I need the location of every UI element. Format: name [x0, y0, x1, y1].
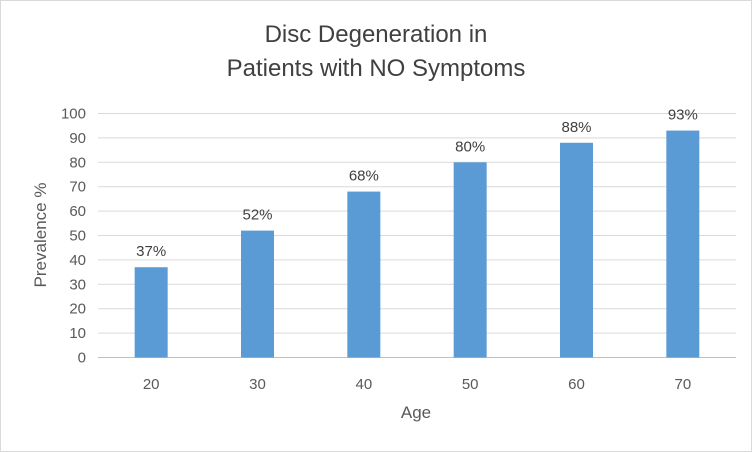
y-axis-tick-labels: 0 10 20 30 40 50 60 70 80 90 100: [61, 106, 86, 367]
data-label: 88%: [561, 119, 591, 136]
y-tick-label: 40: [69, 252, 86, 269]
data-label: 93%: [668, 107, 698, 124]
bar: [134, 267, 168, 358]
y-tick-label: 60: [69, 203, 86, 220]
x-axis-title: Age: [401, 403, 431, 422]
x-tick-label: 50: [462, 376, 479, 393]
x-tick-label: 40: [355, 376, 372, 393]
x-tick-label: 70: [674, 376, 691, 393]
chart-title-line-2: Patients with NO Symptoms: [226, 55, 526, 82]
data-label: 37%: [136, 243, 166, 260]
data-label: 80%: [455, 138, 485, 155]
x-tick-label: 30: [249, 376, 266, 393]
data-label: 68%: [349, 168, 379, 185]
y-tick-label: 70: [69, 179, 86, 196]
bar: [560, 142, 593, 358]
y-tick-label: 30: [69, 276, 86, 293]
y-tick-label: 20: [69, 301, 86, 318]
y-tick-label: 10: [69, 325, 86, 342]
data-labels: 37% 52% 68% 80% 88% 93%: [136, 107, 698, 261]
bar-series: [134, 130, 700, 358]
y-tick-label: 50: [69, 228, 86, 245]
y-tick-label: 100: [61, 106, 86, 123]
bar: [666, 130, 700, 358]
data-label: 52%: [242, 207, 272, 224]
chart-title: Disc Degeneration in Patients with NO Sy…: [0, 18, 752, 86]
x-tick-label: 20: [143, 376, 160, 393]
bar: [453, 162, 487, 358]
y-axis-title: Prevalence %: [31, 183, 50, 288]
bar: [347, 191, 381, 358]
chart-title-line-1: Disc Degeneration in: [264, 21, 488, 48]
y-tick-label: 80: [69, 154, 86, 171]
x-axis-tick-labels: 20 30 40 50 60 70: [143, 376, 691, 393]
y-tick-label: 90: [69, 130, 86, 147]
gridlines: [98, 113, 736, 358]
y-tick-label: 0: [78, 350, 86, 367]
bar: [241, 230, 274, 358]
x-tick-label: 60: [568, 376, 585, 393]
